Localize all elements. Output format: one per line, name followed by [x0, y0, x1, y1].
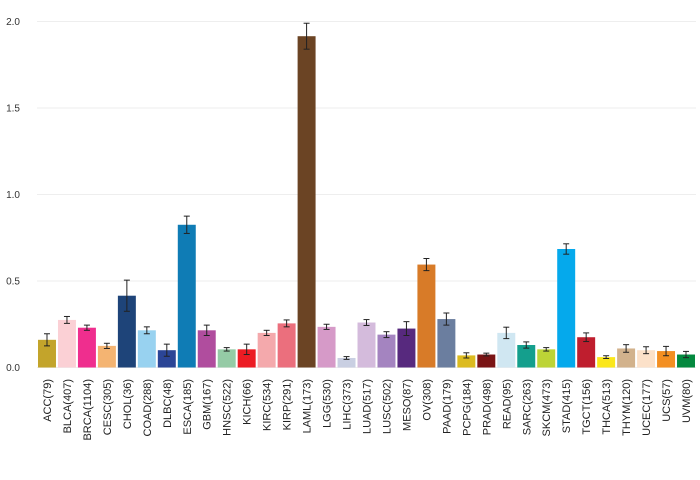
bars [37, 36, 696, 368]
x-tick-label: PCPG(184) [461, 379, 473, 436]
x-tick-label: MESO(87) [401, 379, 413, 431]
x-tick-label: STAD(415) [561, 379, 573, 433]
bar [57, 319, 76, 368]
bar [137, 330, 156, 368]
bar [317, 326, 336, 368]
bar [677, 354, 696, 368]
bar [657, 351, 676, 368]
x-tick-label: KICH(66) [242, 379, 254, 425]
y-tick-label: 1.5 [6, 104, 20, 115]
bar [377, 334, 396, 368]
x-tick-label: KIRP(291) [282, 379, 294, 430]
bar [277, 323, 296, 368]
x-tick-label: CHOL(36) [122, 379, 134, 429]
bar [97, 345, 116, 368]
x-tick-label: ESCA(185) [182, 379, 194, 435]
bar [537, 349, 556, 368]
x-tick-label: READ(95) [501, 379, 513, 429]
x-tick-label: LUSC(502) [381, 379, 393, 434]
bar [197, 330, 216, 368]
bar [617, 348, 636, 368]
bar [557, 248, 576, 368]
bar [217, 349, 236, 368]
x-tick-label: THYM(120) [621, 379, 633, 436]
x-tick-label: CESC(305) [102, 379, 114, 435]
bar [337, 357, 356, 368]
bar [497, 332, 516, 368]
x-axis-ticks: ACC(79) BLCA(407) BRCA(1104) CESC(305) CHOL(… [42, 379, 693, 441]
x-tick-label: TGCT(156) [581, 379, 593, 435]
bar [237, 349, 256, 368]
x-tick-label: UVM(80) [681, 379, 693, 423]
bar [117, 295, 136, 368]
bar [397, 328, 416, 368]
x-tick-label: GBM(167) [202, 379, 214, 430]
x-tick-label: BRCA(1104) [82, 379, 94, 441]
x-tick-label: KIRC(534) [262, 379, 274, 431]
x-tick-label: PAAD(179) [441, 379, 453, 434]
x-tick-label: THCA(513) [601, 379, 613, 435]
x-tick-label: LGG(530) [322, 379, 334, 428]
x-tick-label: BLCA(407) [62, 379, 74, 433]
x-tick-label: HNSC(522) [222, 379, 234, 436]
bar [297, 36, 316, 368]
bar [597, 357, 616, 368]
x-tick-label: UCEC(177) [641, 379, 653, 436]
bar [157, 350, 176, 368]
y-axis-ticks: 0.0 0.5 1.0 1.5 2.0 [6, 17, 20, 374]
bar [637, 350, 656, 368]
bar [37, 339, 56, 368]
x-tick-label: ACC(79) [42, 379, 54, 422]
x-tick-label: PRAD(498) [481, 379, 493, 435]
x-tick-label: OV(308) [421, 379, 433, 421]
bar [77, 327, 96, 368]
bar [417, 264, 436, 368]
x-tick-label: LAML(173) [302, 379, 314, 433]
bar [477, 354, 496, 368]
x-tick-label: SARC(263) [521, 379, 533, 435]
y-tick-label: 0.5 [6, 277, 20, 288]
bar [357, 322, 376, 368]
y-tick-label: 1.0 [6, 190, 20, 201]
bar [177, 224, 196, 368]
x-tick-label: LIHC(373) [342, 379, 354, 430]
x-tick-label: UCS(57) [661, 379, 673, 422]
bar [517, 345, 536, 368]
x-tick-label: SKCM(473) [541, 379, 553, 436]
x-tick-label: LUAD(517) [362, 379, 374, 434]
bar [257, 332, 276, 368]
y-tick-label: 0.0 [6, 363, 20, 374]
x-tick-label: COAD(288) [142, 379, 154, 436]
y-tick-label: 2.0 [6, 17, 20, 28]
bar [457, 355, 476, 368]
bar [577, 337, 596, 368]
error-bars [43, 22, 690, 360]
x-tick-label: DLBC(48) [162, 379, 174, 428]
bar [437, 319, 456, 368]
